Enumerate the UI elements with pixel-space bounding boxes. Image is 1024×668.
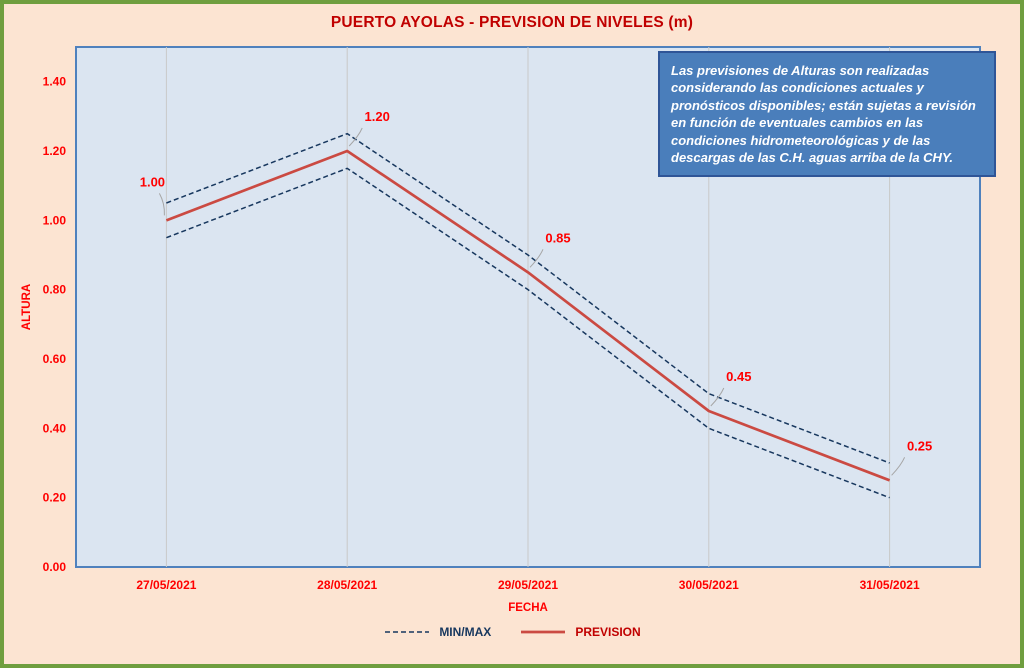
svg-text:27/05/2021: 27/05/2021 — [136, 578, 196, 592]
svg-text:0.25: 0.25 — [907, 438, 932, 453]
minmax-dashed-line-icon — [385, 631, 430, 633]
svg-text:30/05/2021: 30/05/2021 — [679, 578, 739, 592]
chart-area: 0.00 0.20 0.40 0.60 0.80 1.00 1.20 1.40 27/05/20… — [14, 35, 1010, 613]
chart-title: PUERTO AYOLAS - PREVISION DE NIVELES (m) — [330, 14, 694, 31]
legend-label-prevision: PREVISION — [575, 625, 641, 639]
svg-text:1.20: 1.20 — [365, 109, 390, 124]
svg-text:1.00: 1.00 — [43, 213, 67, 227]
svg-text:0.45: 0.45 — [726, 369, 751, 384]
svg-text:1.20: 1.20 — [43, 144, 67, 158]
svg-text:FECHA: FECHA — [508, 602, 548, 613]
svg-text:28/05/2021: 28/05/2021 — [317, 578, 377, 592]
chart-legend: MIN/MAX PREVISION — [14, 621, 1010, 643]
svg-text:0.60: 0.60 — [43, 352, 67, 366]
svg-text:0.40: 0.40 — [43, 421, 67, 435]
svg-text:0.20: 0.20 — [43, 491, 67, 505]
svg-text:ALTURA: ALTURA — [21, 284, 33, 330]
svg-text:0.80: 0.80 — [43, 283, 67, 297]
svg-text:31/05/2021: 31/05/2021 — [860, 578, 920, 592]
legend-item-prevision: PREVISION — [519, 625, 641, 639]
svg-text:29/05/2021: 29/05/2021 — [498, 578, 558, 592]
forecast-note: Las previsiones de Alturas son realizada… — [658, 51, 996, 178]
prevision-solid-line-icon — [521, 630, 566, 634]
legend-item-minmax: MIN/MAX — [383, 625, 491, 639]
svg-text:0.85: 0.85 — [545, 230, 570, 245]
svg-text:1.00: 1.00 — [140, 174, 165, 189]
legend-label-minmax: MIN/MAX — [439, 625, 492, 639]
svg-text:1.40: 1.40 — [43, 75, 67, 89]
svg-text:0.00: 0.00 — [43, 560, 67, 574]
